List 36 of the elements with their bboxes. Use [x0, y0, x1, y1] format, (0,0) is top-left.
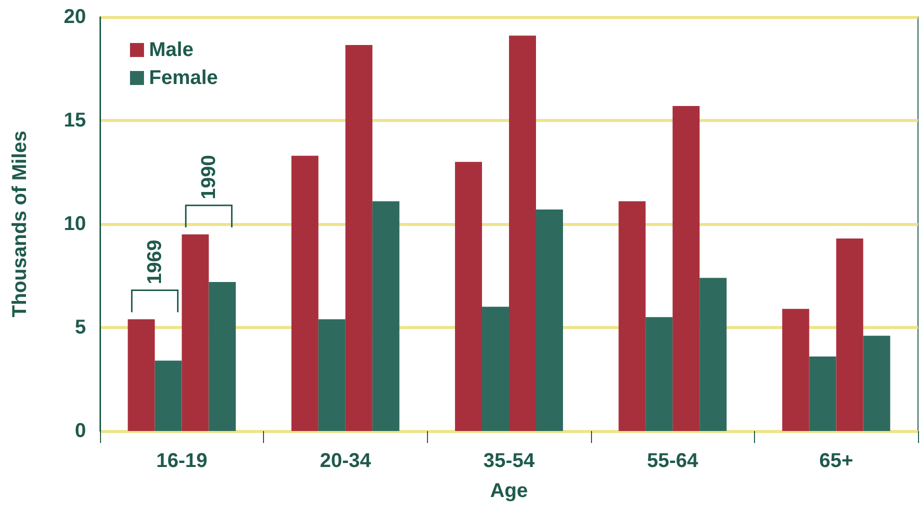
y-tick-label: 0 [74, 420, 86, 442]
annotation: 1969 [144, 240, 166, 284]
y-tick-label: 10 [64, 213, 86, 235]
bar [455, 162, 482, 431]
bar [536, 210, 563, 431]
annotation: 1990 [198, 154, 220, 200]
bar [782, 308, 810, 431]
bar [291, 156, 318, 431]
x-tick-label: 20-34 [320, 450, 372, 472]
bar [372, 201, 400, 431]
bar [863, 336, 890, 431]
bar [345, 44, 372, 431]
y-tick-label: 20 [64, 6, 86, 28]
y-axis-title: Thousands of Miles [9, 130, 31, 318]
bar [208, 282, 236, 431]
y-tick-label: 15 [64, 110, 86, 132]
bar [809, 356, 836, 431]
x-tick-label: 55-64 [647, 450, 700, 472]
bar [182, 234, 209, 431]
legend-label: Female [149, 67, 218, 89]
bar [509, 36, 536, 431]
x-tick-label: 65+ [819, 450, 854, 472]
bar [154, 360, 182, 431]
bar [836, 238, 864, 431]
bar [318, 319, 346, 431]
bar [128, 319, 155, 431]
legend-label: Male [149, 39, 194, 61]
bar [700, 278, 727, 431]
bar [646, 317, 673, 431]
x-axis-title: Age [490, 480, 528, 502]
bar [618, 201, 646, 431]
x-tick-label: 35-54 [483, 450, 536, 472]
y-tick-label: 5 [74, 316, 86, 338]
bar [482, 306, 509, 431]
bar [672, 106, 700, 431]
x-tick-label: 16-19 [156, 450, 208, 472]
